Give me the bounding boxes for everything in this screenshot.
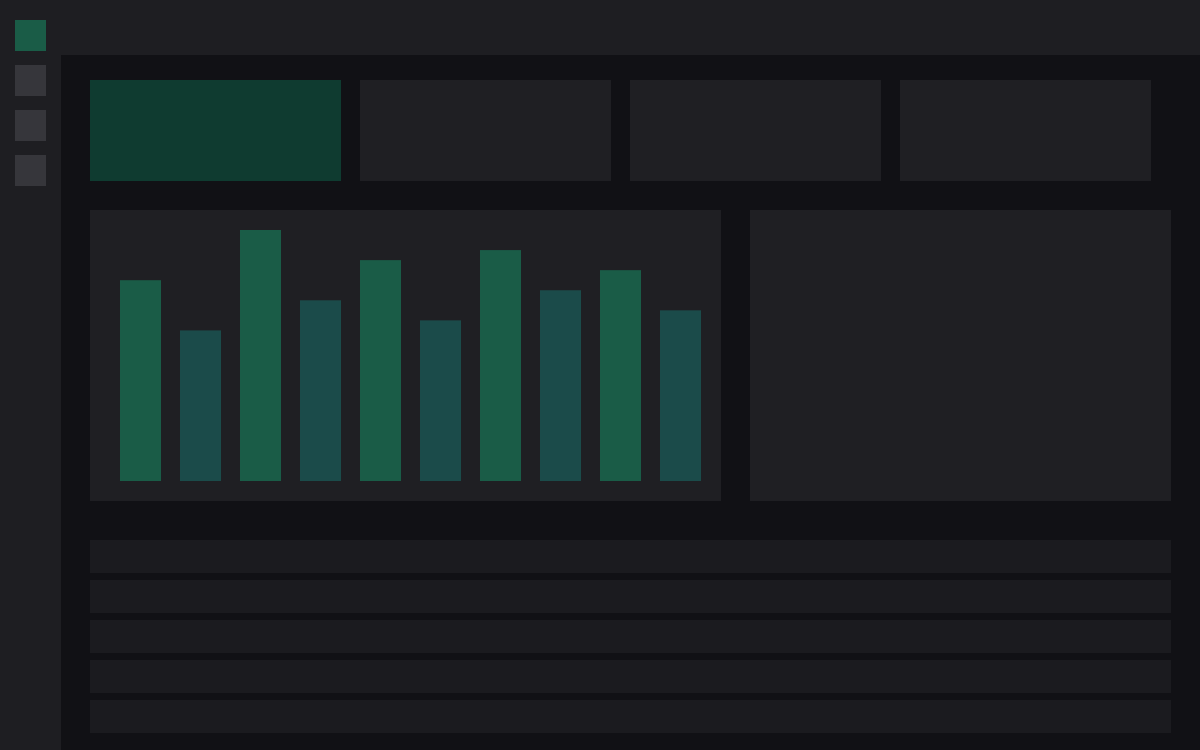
table-row[interactable] [90, 660, 1171, 693]
nav-icon-active[interactable] [15, 20, 46, 51]
top-bar [61, 0, 1200, 55]
side-panel [750, 210, 1171, 501]
bar [360, 260, 401, 481]
bar [600, 270, 641, 481]
nav-icon[interactable] [15, 65, 46, 96]
bar [540, 290, 581, 481]
bar [120, 280, 161, 481]
bar [240, 230, 281, 481]
table-row[interactable] [90, 540, 1171, 573]
bar [300, 300, 341, 481]
bar [660, 310, 701, 481]
stat-card[interactable] [360, 80, 611, 181]
table-row[interactable] [90, 580, 1171, 613]
stat-card[interactable] [900, 80, 1151, 181]
nav-icon[interactable] [15, 155, 46, 186]
bar [180, 330, 221, 481]
table-row[interactable] [90, 700, 1171, 733]
bar-chart [120, 230, 701, 481]
table-row[interactable] [90, 620, 1171, 653]
bar [420, 320, 461, 481]
stat-card-active[interactable] [90, 80, 341, 181]
nav-icon[interactable] [15, 110, 46, 141]
stat-card[interactable] [630, 80, 881, 181]
bar [480, 250, 521, 481]
